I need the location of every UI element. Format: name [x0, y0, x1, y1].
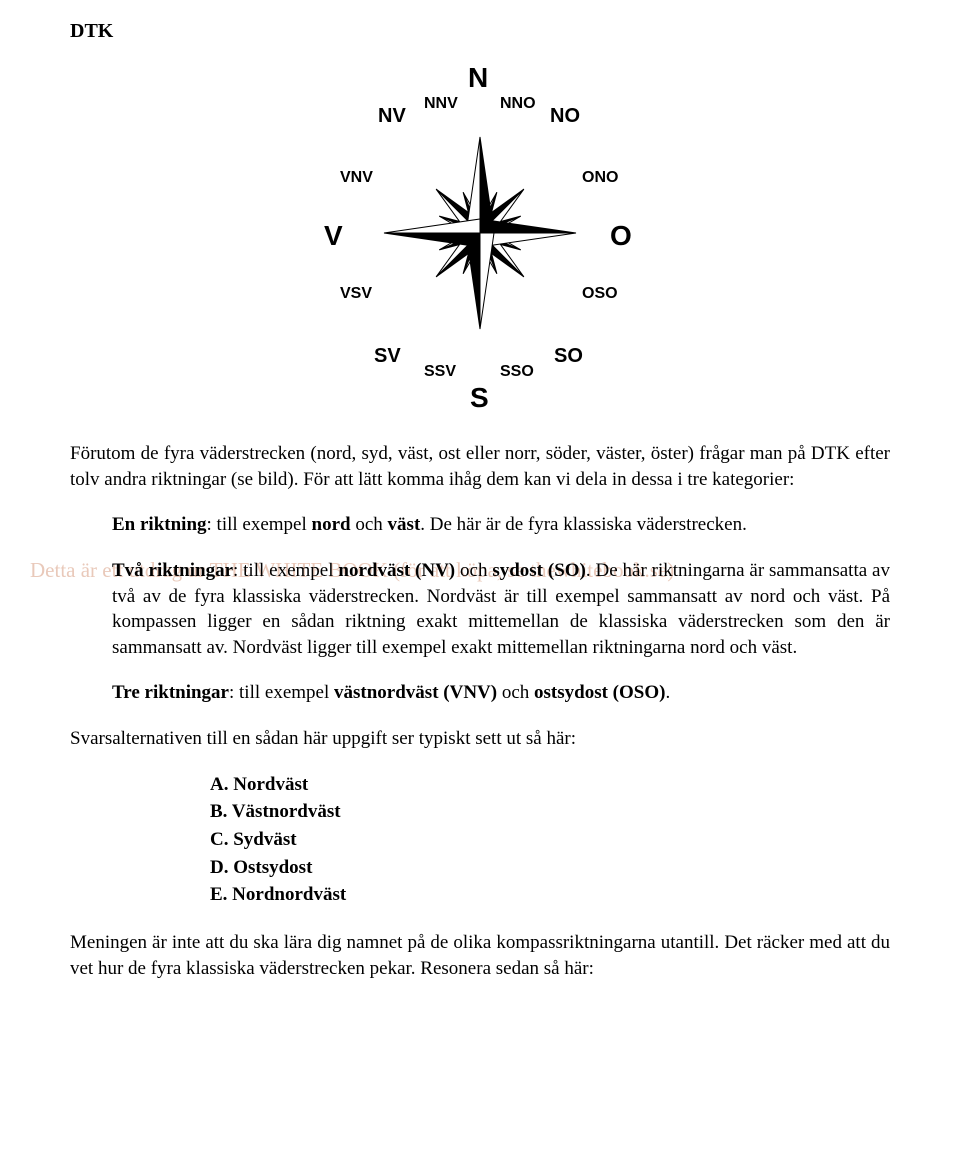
- compass-label-vnv: VNV: [340, 167, 373, 189]
- three-direction-label: Tre riktningar: [112, 682, 229, 703]
- compass-label-v: V: [324, 217, 343, 255]
- two-direction-label: Två riktningar: [112, 560, 233, 581]
- answer-e: E. Nordnordväst: [210, 882, 890, 908]
- compass-label-oso: OSO: [582, 283, 618, 305]
- one-direction-paragraph: En riktning: till exempel nord och väst.…: [112, 512, 890, 538]
- compass-label-sso: SSO: [500, 361, 534, 383]
- compass-label-vsv: VSV: [340, 283, 372, 305]
- compass-label-nnv: NNV: [424, 93, 458, 115]
- compass-label-sv: SV: [374, 343, 401, 370]
- answer-d: D. Ostsydost: [210, 855, 890, 881]
- three-direction-paragraph: Tre riktningar: till exempel västnordväs…: [112, 680, 890, 706]
- compass-label-no: NO: [550, 103, 580, 130]
- compass-figure: NSVONVNOSVSONNVNNOVNVONOVSVOSOSSVSSO: [70, 53, 890, 413]
- closing-paragraph: Meningen är inte att du ska lära dig nam…: [70, 930, 890, 981]
- page-title: DTK: [70, 18, 890, 45]
- compass-label-nv: NV: [378, 103, 406, 130]
- answer-a: A. Nordväst: [210, 772, 890, 798]
- compass-label-o: O: [610, 217, 632, 255]
- one-direction-label: En riktning: [112, 514, 207, 535]
- answer-list: A. Nordväst B. Västnordväst C. Sydväst D…: [210, 772, 890, 908]
- two-direction-block: Detta är ett utdrag ur THE WHITE BOOK (f…: [70, 558, 890, 661]
- answers-intro: Svarsalternativen till en sådan här uppg…: [70, 726, 890, 752]
- compass-label-n: N: [468, 59, 488, 97]
- compass-label-ssv: SSV: [424, 361, 456, 383]
- compass-label-nno: NNO: [500, 93, 536, 115]
- compass-rose: NSVONVNOSVSONNVNNOVNVONOVSVOSOSSVSSO: [270, 53, 690, 413]
- answer-c: C. Sydväst: [210, 827, 890, 853]
- compass-label-ono: ONO: [582, 167, 618, 189]
- page: DTK NSVONVNOSVSONNVNNOVNVONOVSVOSOSSVSSO…: [0, 0, 960, 1041]
- answer-b: B. Västnordväst: [210, 799, 890, 825]
- compass-label-s: S: [470, 379, 489, 417]
- two-direction-paragraph: Två riktningar: till exempel nordväst (N…: [112, 558, 890, 661]
- intro-paragraph: Förutom de fyra väderstrecken (nord, syd…: [70, 441, 890, 492]
- compass-label-so: SO: [554, 343, 583, 370]
